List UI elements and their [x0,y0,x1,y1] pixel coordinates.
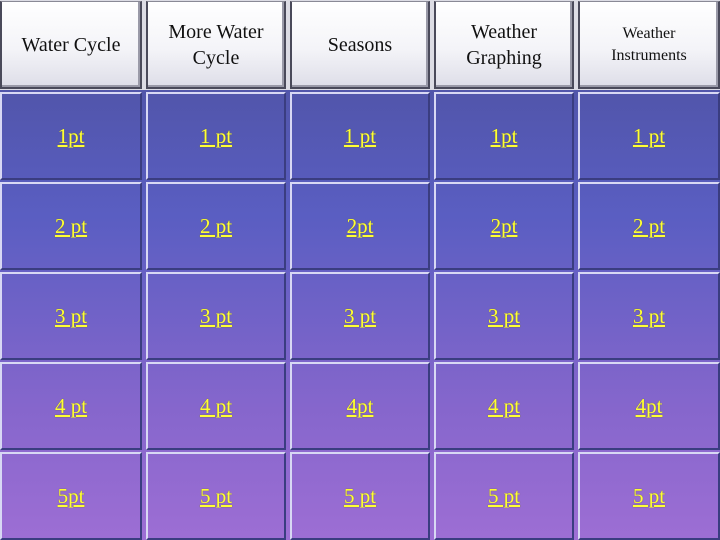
value-cell-r5-c2[interactable]: 5 pt [146,452,286,540]
value-cell-r3-c4[interactable]: 3 pt [434,272,574,360]
category-header-2: More Water Cycle [146,1,286,89]
value-link[interactable]: 5 pt [487,483,521,508]
value-cell-r2-c3[interactable]: 2pt [290,182,430,270]
value-cell-r3-c3[interactable]: 3 pt [290,272,430,360]
value-link[interactable]: 3 pt [343,303,377,328]
value-cell-r3-c1[interactable]: 3 pt [0,272,142,360]
value-link[interactable]: 3 pt [632,303,666,328]
value-cell-r1-c5[interactable]: 1 pt [578,92,720,180]
value-link[interactable]: 2pt [346,213,374,238]
value-cell-r4-c4[interactable]: 4 pt [434,362,574,450]
value-cell-r2-c2[interactable]: 2 pt [146,182,286,270]
value-link[interactable]: 5 pt [632,483,666,508]
value-link[interactable]: 1pt [57,123,85,148]
value-cell-r1-c4[interactable]: 1pt [434,92,574,180]
value-link[interactable]: 4pt [635,393,663,418]
value-link[interactable]: 4 pt [199,393,233,418]
value-cell-r5-c4[interactable]: 5 pt [434,452,574,540]
value-link[interactable]: 4 pt [54,393,88,418]
category-header-3: Seasons [290,1,430,89]
value-link[interactable]: 3 pt [199,303,233,328]
value-cell-r3-c2[interactable]: 3 pt [146,272,286,360]
value-cell-r4-c1[interactable]: 4 pt [0,362,142,450]
value-link[interactable]: 2 pt [54,213,88,238]
value-cell-r2-c5[interactable]: 2 pt [578,182,720,270]
value-cell-r4-c3[interactable]: 4pt [290,362,430,450]
category-header-4: Weather Graphing [434,1,574,89]
value-cell-r5-c3[interactable]: 5 pt [290,452,430,540]
value-cell-r2-c4[interactable]: 2pt [434,182,574,270]
value-link[interactable]: 4pt [346,393,374,418]
value-cell-r5-c5[interactable]: 5 pt [578,452,720,540]
value-link[interactable]: 1 pt [199,123,233,148]
value-link[interactable]: 3 pt [487,303,521,328]
value-link[interactable]: 5 pt [343,483,377,508]
value-cell-r2-c1[interactable]: 2 pt [0,182,142,270]
value-cell-r4-c2[interactable]: 4 pt [146,362,286,450]
value-link[interactable]: 2 pt [632,213,666,238]
value-link[interactable]: 2 pt [199,213,233,238]
value-cell-r1-c2[interactable]: 1 pt [146,92,286,180]
value-link[interactable]: 1 pt [632,123,666,148]
value-link[interactable]: 3 pt [54,303,88,328]
value-cell-r4-c5[interactable]: 4pt [578,362,720,450]
value-cell-r1-c1[interactable]: 1pt [0,92,142,180]
category-header-5: Weather Instruments [578,1,720,89]
value-link[interactable]: 2pt [490,213,518,238]
value-cell-r5-c1[interactable]: 5pt [0,452,142,540]
value-cell-r3-c5[interactable]: 3 pt [578,272,720,360]
category-header-1: Water Cycle [0,1,142,89]
value-link[interactable]: 5 pt [199,483,233,508]
value-link[interactable]: 5pt [57,483,85,508]
value-cell-r1-c3[interactable]: 1 pt [290,92,430,180]
value-link[interactable]: 1 pt [343,123,377,148]
value-link[interactable]: 4 pt [487,393,521,418]
value-link[interactable]: 1pt [490,123,518,148]
